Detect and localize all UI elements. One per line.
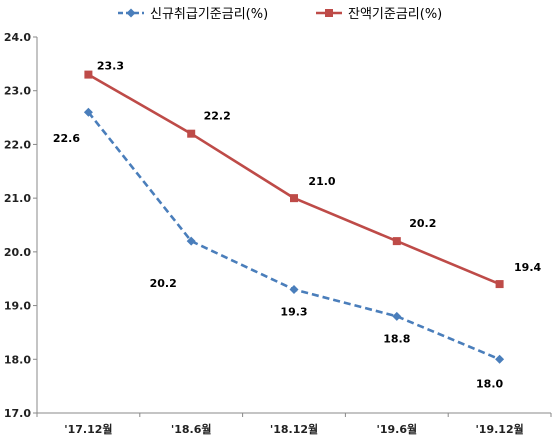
data-point	[290, 194, 298, 203]
y-tick-label: 17.0	[4, 407, 31, 420]
series-line-2	[87, 73, 501, 286]
data-point	[495, 354, 505, 364]
data-point	[289, 284, 299, 294]
data-label: 22.6	[53, 132, 80, 145]
data-label: 19.4	[514, 261, 541, 274]
x-tick-label: '17.12월	[64, 422, 112, 436]
data-label: 20.2	[409, 217, 436, 230]
x-tick-label: '19.6월	[376, 422, 417, 436]
data-point	[186, 236, 196, 246]
data-point	[83, 107, 93, 117]
x-tick-label: '18.12월	[270, 422, 318, 436]
legend-marker	[126, 8, 136, 18]
legend-label: 신규취급기준금리(%)	[150, 7, 268, 22]
data-point	[187, 129, 196, 138]
legend-label: 잔액기준금리(%)	[348, 7, 442, 22]
data-label: 23.3	[97, 60, 124, 73]
legend-marker	[325, 9, 333, 17]
y-tick-label: 23.0	[4, 85, 31, 98]
y-tick-label: 21.0	[4, 192, 31, 205]
y-tick-label: 20.0	[4, 246, 31, 259]
x-tick-label: '19.12월	[475, 422, 523, 436]
data-point	[495, 280, 504, 289]
x-tick-label: '18.6월	[171, 422, 212, 436]
y-tick-label: 22.0	[4, 138, 31, 151]
data-point	[392, 311, 402, 321]
series-line-1	[87, 111, 501, 361]
data-label: 21.0	[308, 175, 335, 188]
y-tick-label: 19.0	[4, 300, 31, 313]
y-tick-label: 24.0	[4, 31, 31, 44]
y-tick-label: 18.0	[4, 353, 31, 366]
data-point	[392, 237, 401, 246]
data-label: 18.0	[476, 377, 503, 390]
data-label: 18.8	[383, 332, 410, 345]
data-label: 20.2	[150, 277, 177, 290]
data-label: 22.2	[204, 110, 231, 123]
data-point	[84, 70, 93, 79]
data-label: 19.3	[280, 305, 307, 318]
